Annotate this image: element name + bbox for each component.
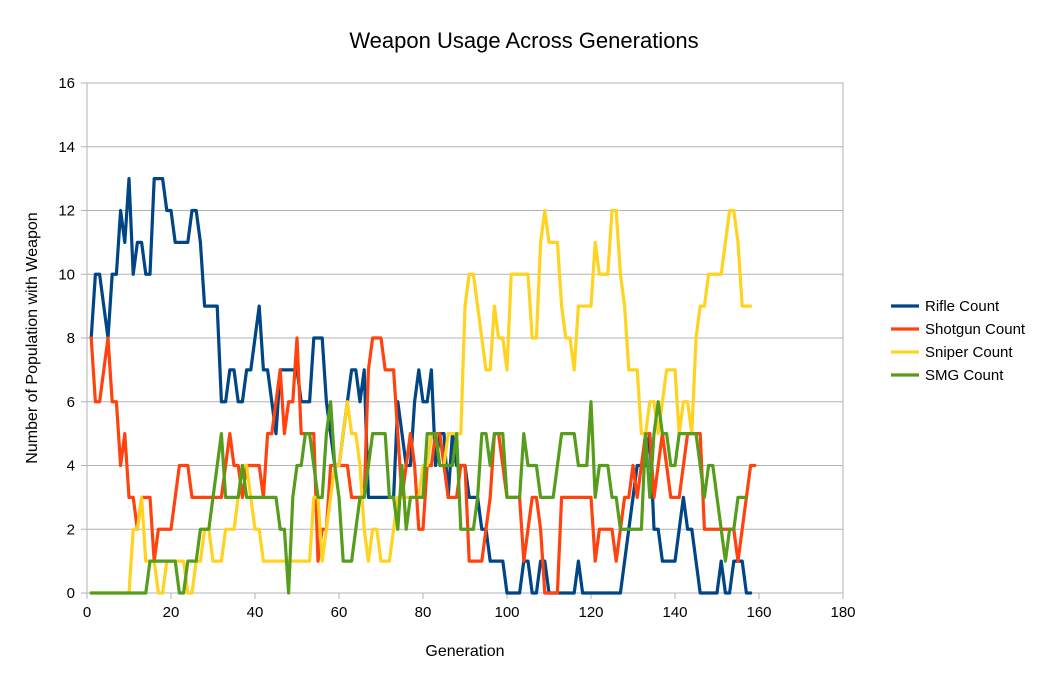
y-tick-label: 4 bbox=[67, 458, 75, 475]
y-tick-label: 14 bbox=[58, 139, 75, 156]
x-tick-label: 60 bbox=[331, 604, 348, 621]
x-tick-label: 180 bbox=[830, 604, 855, 621]
x-tick-label: 160 bbox=[746, 604, 771, 621]
series-line-sniper-count bbox=[89, 208, 753, 595]
legend: Rifle Count Shotgun Count Sniper Count SMG … bbox=[891, 298, 1026, 384]
y-tick-label: 8 bbox=[67, 330, 75, 347]
x-tick-label: 120 bbox=[578, 604, 603, 621]
series-line-smg-count bbox=[89, 400, 749, 595]
y-axis-label: Number of Population with Weapon bbox=[24, 212, 41, 463]
y-tick-label: 6 bbox=[67, 394, 75, 411]
y-tick-label: 2 bbox=[67, 521, 75, 538]
x-tick-label: 40 bbox=[247, 604, 264, 621]
y-tick-label: 10 bbox=[58, 266, 75, 283]
x-axis-label: Generation bbox=[425, 643, 504, 660]
x-tick-label: 140 bbox=[662, 604, 687, 621]
x-tick-label: 0 bbox=[83, 604, 91, 621]
legend-label-sniper-count: Sniper Count bbox=[925, 344, 1013, 361]
y-axis-ticks: 0 2 4 6 8 10 12 14 16 bbox=[58, 75, 87, 602]
y-tick-label: 0 bbox=[67, 585, 75, 602]
legend-label-rifle-count: Rifle Count bbox=[925, 298, 1000, 315]
legend-label-shotgun-count: Shotgun Count bbox=[925, 321, 1026, 338]
x-tick-label: 20 bbox=[163, 604, 180, 621]
y-tick-label: 12 bbox=[58, 203, 75, 220]
series-lines bbox=[89, 177, 757, 595]
chart-title: Weapon Usage Across Generations bbox=[349, 28, 698, 53]
legend-label-smg-count: SMG Count bbox=[925, 367, 1004, 384]
x-axis-ticks: 0 20 40 60 80 100 120 140 160 180 bbox=[83, 593, 856, 621]
x-tick-label: 100 bbox=[494, 604, 519, 621]
y-tick-label: 16 bbox=[58, 75, 75, 92]
x-tick-label: 80 bbox=[415, 604, 432, 621]
